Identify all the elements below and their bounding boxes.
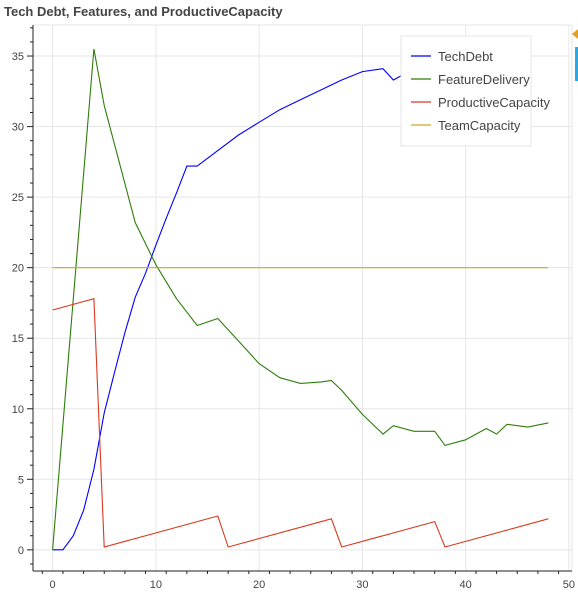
series-line-productivecapacity — [52, 297, 549, 548]
chart-title: Tech Debt, Features, and ProductiveCapac… — [4, 4, 283, 19]
y-tick-label: 10 — [12, 404, 24, 416]
toolbar-active-tool[interactable] — [575, 47, 578, 81]
bokeh-logo-icon[interactable] — [572, 29, 578, 39]
x-tick-label: 10 — [150, 579, 162, 591]
y-tick-label: 0 — [18, 545, 24, 557]
x-tick-label: 0 — [50, 579, 56, 591]
legend-label: ProductiveCapacity — [438, 95, 550, 110]
y-tick-label: 5 — [18, 474, 24, 486]
y-tick-label: 15 — [12, 333, 24, 345]
series-line-techdebt — [52, 68, 404, 551]
legend-label: TeamCapacity — [438, 118, 521, 133]
y-tick-label: 25 — [12, 192, 24, 204]
y-tick-label: 30 — [12, 122, 24, 134]
x-tick-label: 20 — [253, 579, 265, 591]
legend-label: FeatureDelivery — [438, 72, 530, 87]
series-lines — [52, 48, 549, 551]
series-line-featuredelivery — [52, 48, 549, 550]
x-tick-label: 30 — [356, 579, 368, 591]
y-tick-label: 35 — [12, 51, 24, 63]
legend-label: TechDebt — [438, 49, 493, 64]
legend-box — [400, 35, 532, 147]
y-tick-label: 20 — [12, 263, 24, 275]
x-tick-label: 40 — [460, 579, 472, 591]
x-tick-label: 50 — [563, 579, 575, 591]
axes: 0 10 20 30 40 50 0 5 10 15 20 25 30 35 — [12, 25, 575, 591]
legend: TechDebt FeatureDelivery ProductiveCapacit… — [400, 35, 550, 147]
